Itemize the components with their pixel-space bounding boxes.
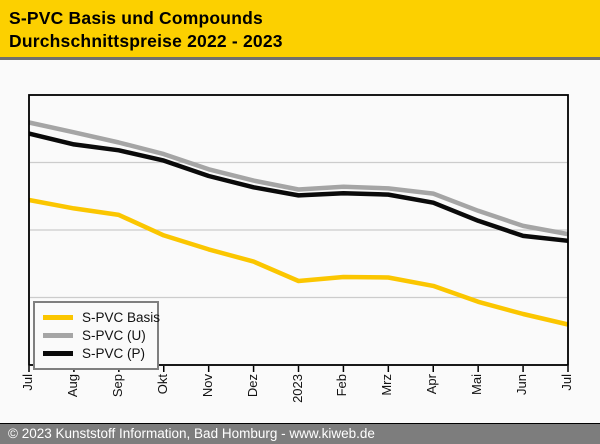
x-axis-label: Apr (424, 374, 440, 395)
legend-item-spvc-u: S-PVC (U) (43, 326, 149, 344)
header-divider (0, 57, 600, 60)
legend-item-spvc-basis: S-PVC Basis (43, 308, 160, 326)
x-axis-label: Dez (244, 374, 260, 398)
legend-label-spvc-basis: S-PVC Basis (82, 309, 161, 325)
legend-swatch-spvc-u (43, 332, 73, 338)
x-axis-label: Feb (334, 374, 350, 397)
x-axis-label: Mai (469, 374, 485, 395)
legend-item-spvc-p: S-PVC (P) (43, 344, 149, 362)
legend-label-spvc-p: S-PVC (P) (82, 345, 146, 361)
legend-swatch-spvc-basis (43, 314, 73, 320)
chart-header: S-PVC Basis und Compounds Durchschnittsp… (0, 0, 600, 57)
x-axis-label: Mrz (379, 374, 395, 396)
series-line-2 (28, 131, 569, 244)
chart-legend: S-PVC Basis S-PVC (U) S-PVC (P) (33, 301, 160, 370)
chart-title-line2: Durchschnittspreise 2022 - 2023 (9, 31, 283, 51)
chart-region: Jul Aug Sep Okt Nov Dez 2023 Feb Mrz Apr Mai Jun Jul… (0, 60, 600, 423)
copyright-text: © 2023 Kunststoff Information, Bad Hombu… (8, 426, 375, 441)
series-line-1 (28, 120, 569, 237)
plot-border (28, 94, 569, 366)
chart-title-line1: S-PVC Basis und Compounds (9, 8, 263, 28)
x-axis-label: Aug (64, 374, 80, 398)
x-axis-label: Nov (199, 374, 215, 398)
legend-swatch-spvc-p (43, 350, 73, 356)
copyright-footer: © 2023 Kunststoff Information, Bad Hombu… (0, 423, 600, 444)
series-line-0 (28, 197, 569, 327)
x-axis-label: Okt (154, 374, 170, 395)
x-axis-label: 2023 (289, 374, 305, 403)
x-axis-label: Jul (20, 374, 35, 391)
x-axis-label: Jul (559, 374, 574, 391)
x-axis-label: Sep (109, 374, 125, 398)
legend-label-spvc-u: S-PVC (U) (82, 327, 146, 343)
x-axis-label: Jun (514, 374, 530, 395)
